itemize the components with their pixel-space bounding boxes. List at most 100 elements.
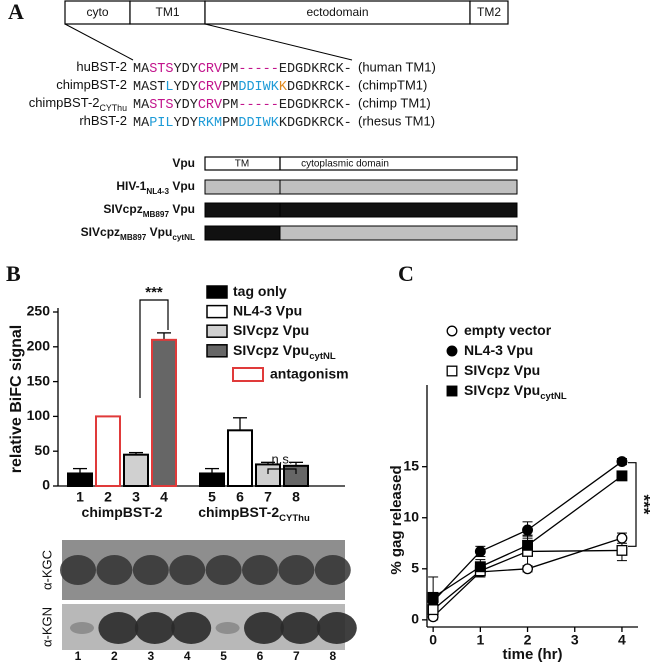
series-line xyxy=(432,461,623,602)
annotation: n.s. xyxy=(272,451,293,466)
residues: CRV xyxy=(198,80,223,95)
text-part: Vpu xyxy=(169,202,195,216)
band xyxy=(171,612,212,644)
y-tick-label: 100 xyxy=(27,407,51,423)
construct-cyto xyxy=(279,225,518,241)
residues: YDY xyxy=(174,80,198,95)
sequence: MAPILYDYRKMPMDDIWKKDGDKRCK- xyxy=(133,116,352,131)
legend-label: SIVcpz Vpu xyxy=(464,362,540,378)
text-part: SIVcpz xyxy=(103,202,142,216)
bar xyxy=(95,415,121,487)
band xyxy=(134,612,175,644)
text-part: SIVcpz Vpu xyxy=(464,382,540,398)
residues: KDGDKRCK- xyxy=(279,116,352,131)
y-tick-label: 150 xyxy=(27,372,51,388)
marker xyxy=(616,456,628,468)
y-tick-label: 250 xyxy=(27,303,51,319)
subscript: cytNL xyxy=(540,391,567,402)
legend-label: antagonism xyxy=(270,366,349,382)
sequence-note: (chimpTM1) xyxy=(358,77,427,92)
text-part: SIVcpz xyxy=(81,225,120,239)
annotation: *** xyxy=(145,284,163,301)
text-part: Vpu xyxy=(146,225,172,239)
bar-label: 7 xyxy=(264,489,272,505)
legend-label: SIVcpz VpucytNL xyxy=(464,382,567,402)
residues: CRV xyxy=(198,98,223,113)
text-part: SIVcpz Vpu xyxy=(464,362,540,378)
text-part: huBST-2 xyxy=(76,59,127,74)
legend-swatch xyxy=(232,367,264,382)
lane-label: 4 xyxy=(184,649,191,663)
marker xyxy=(616,470,628,482)
panel-label: B xyxy=(6,261,21,286)
bracket xyxy=(628,462,637,547)
lane-label: 3 xyxy=(147,649,154,663)
domain-box xyxy=(469,0,509,25)
y-tick-label: 0 xyxy=(411,611,419,627)
legend-swatch xyxy=(206,324,228,338)
residues: EDGDKRCK- xyxy=(279,98,352,113)
x-axis-title: time (hr) xyxy=(503,646,563,663)
legend-swatch xyxy=(206,344,228,358)
construct-name: HIV-1NL4-3 Vpu xyxy=(116,179,195,195)
y-tick-label: 5 xyxy=(411,560,419,576)
panel-label: C xyxy=(398,261,414,286)
bar-label: 5 xyxy=(208,489,216,505)
residues: MAST xyxy=(133,80,165,95)
subscript: CYThu xyxy=(100,103,128,113)
domain-label: TM2 xyxy=(477,5,501,19)
residues: MA xyxy=(133,98,150,113)
sequence-note: (rhesus TM1) xyxy=(358,113,435,128)
domain-label: ectodomain xyxy=(306,5,368,19)
legend-marker xyxy=(446,365,458,377)
legend-swatch xyxy=(206,304,228,319)
residues: L xyxy=(165,80,173,95)
bar xyxy=(199,472,225,487)
construct-cyto xyxy=(279,179,518,195)
bar-label: 3 xyxy=(132,489,140,505)
lane-label: 5 xyxy=(220,649,227,663)
construct-name: SIVcpzMB897 VpucytNL xyxy=(81,225,195,241)
antibody-label: α-KGN xyxy=(39,607,54,647)
construct-tm xyxy=(204,225,281,241)
sequence-note: (human TM1) xyxy=(358,59,436,74)
marker xyxy=(474,561,486,573)
domain-label: cytoplasmic domain xyxy=(301,159,389,170)
legend-marker xyxy=(446,385,458,397)
residues: PM xyxy=(222,116,238,131)
lane-label: 6 xyxy=(257,649,264,663)
y-tick-label: 10 xyxy=(403,508,419,524)
marker xyxy=(427,604,439,616)
residues: YDY xyxy=(174,98,198,113)
bar-label: 4 xyxy=(160,489,168,505)
text-part: chimpBST-2 xyxy=(82,504,163,520)
y-tick-label: 200 xyxy=(27,338,51,354)
construct-tm xyxy=(204,202,281,218)
lane-label: 2 xyxy=(111,649,118,663)
sequence: MASTLYDYCRVPMDDIWKKDGDKRCK- xyxy=(133,80,352,95)
text-part: NL4-3 Vpu xyxy=(233,302,302,318)
band xyxy=(205,555,242,585)
subscript: cytNL xyxy=(309,351,336,362)
sequence-name: chimpBST-2CYThu xyxy=(29,95,127,113)
legend-label: tag only xyxy=(233,283,287,299)
marker xyxy=(522,524,533,536)
residues: DDIWK xyxy=(238,80,279,95)
bracket xyxy=(139,299,169,398)
x-tick-label: 0 xyxy=(429,632,437,648)
y-axis-title: relative BiFC signal xyxy=(8,325,25,474)
subscript: MB897 xyxy=(143,210,170,219)
x-tick-label: 3 xyxy=(571,632,579,648)
residues: DDIWK xyxy=(238,116,279,131)
lane-label: 1 xyxy=(75,649,82,663)
bar xyxy=(283,464,309,488)
group-label: chimpBST-2CYThu xyxy=(198,504,310,524)
residues: PIL xyxy=(149,116,173,131)
x-tick-label: 4 xyxy=(618,632,626,648)
residues: YDY xyxy=(174,116,198,131)
text-part: Vpu xyxy=(169,179,195,193)
text-part: chimpBST-2 xyxy=(29,95,100,110)
bar-label: 6 xyxy=(236,489,244,505)
residues: STS xyxy=(149,62,173,77)
